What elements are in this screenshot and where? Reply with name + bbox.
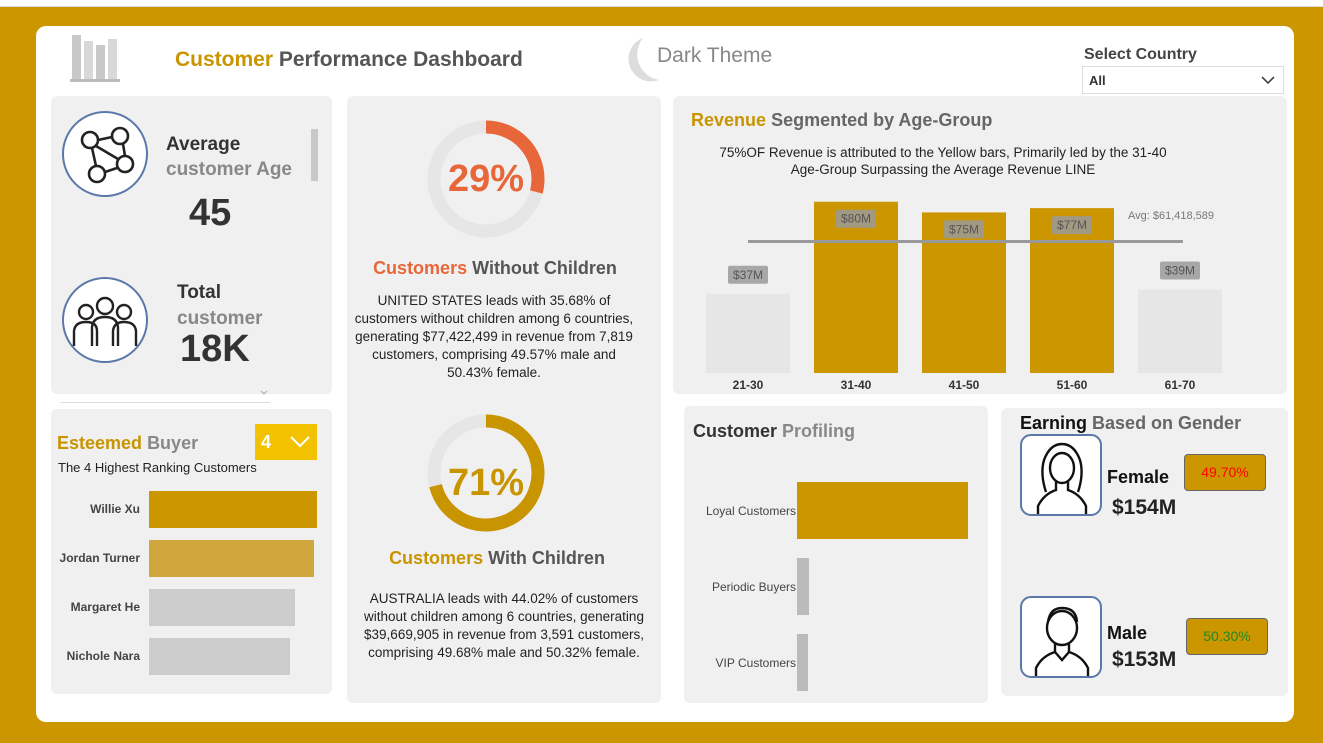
x-tick-label: 21-30 <box>733 378 764 392</box>
avg-age-label: Average <box>166 134 241 155</box>
top-n-value: 4 <box>261 432 272 452</box>
male-avatar-icon <box>1020 596 1102 678</box>
buyer-bar <box>149 638 291 675</box>
data-label-bg <box>836 209 876 228</box>
revenue-chart-card: Revenue Segmented by Age-Group 75%OF Rev… <box>673 96 1287 394</box>
total-customer-label: Total <box>177 282 221 303</box>
male-percent: 50.30% <box>1203 628 1251 644</box>
chevron-down-icon <box>290 436 310 448</box>
x-tick-label: 31-40 <box>841 378 872 392</box>
avg-age-value: 45 <box>189 192 232 234</box>
data-label: $80M <box>841 212 871 226</box>
with-children-percent: 71% <box>447 462 525 504</box>
x-tick-label: 51-60 <box>1057 378 1088 392</box>
revenue-chart-title: Revenue Segmented by Age-Group <box>691 110 993 130</box>
data-label-bg <box>944 220 984 239</box>
revenue-bar[interactable] <box>922 212 1006 373</box>
buyer-row[interactable]: Willie Xu <box>51 491 332 529</box>
female-percent-badge: 49.70% <box>1184 454 1266 491</box>
country-filter-label: Select Country <box>1084 46 1197 63</box>
network-people-icon <box>62 111 148 197</box>
theme-toggle[interactable]: Dark Theme <box>657 44 773 67</box>
with-children-text: AUSTRALIA leads with 44.02% of customers… <box>364 591 644 660</box>
without-children-text: UNITED STATES leads with 35.68% of custo… <box>354 293 634 380</box>
x-tick-label: 41-50 <box>949 378 980 392</box>
female-earning-value: $154M <box>1112 496 1177 519</box>
gender-title: Earning Based on Gender <box>1020 413 1242 433</box>
buyer-name: Jordan Turner <box>59 551 140 565</box>
male-earning-value: $153M <box>1112 648 1177 671</box>
esteemed-subtitle: The 4 Highest Ranking Customers <box>58 460 257 475</box>
average-line-label: Avg: $61,418,589 <box>1128 210 1215 222</box>
female-label: Female <box>1107 467 1170 487</box>
buyer-name: Willie Xu <box>90 502 140 516</box>
hidden-slicer[interactable] <box>60 388 270 403</box>
kpi-card: Average customer Age 45 Total customer 1… <box>51 96 332 394</box>
male-label: Male <box>1107 623 1148 643</box>
profile-label: Loyal Customers <box>705 504 796 518</box>
dashboard-canvas: Customer Performance Dashboard Dark Them… <box>36 26 1294 722</box>
esteemed-buyer-card: Esteemed Buyer 4 The 4 Highest Ranking C… <box>51 409 332 694</box>
revenue-chart-note: 75%OF Revenue is attributed to the Yello… <box>719 145 1167 177</box>
children-card: 29% Customers Without Children UNITED ST… <box>347 96 661 703</box>
data-label-bg <box>1160 261 1200 280</box>
kpi-divider <box>311 129 318 181</box>
profile-bar[interactable] <box>797 482 968 539</box>
buyer-name: Nichole Nara <box>66 649 140 663</box>
donut-without-children <box>427 120 545 238</box>
revenue-bar[interactable] <box>706 293 790 373</box>
revenue-bar[interactable] <box>1138 289 1222 373</box>
data-label: $39M <box>1165 263 1195 277</box>
revenue-bar[interactable] <box>814 201 898 373</box>
x-tick-label: 61-70 <box>1165 378 1196 392</box>
without-children-title: Customers Without Children <box>373 258 617 278</box>
avg-age-label-2: customer Age <box>166 159 292 180</box>
buyer-bar <box>149 589 296 626</box>
dashboard-logo-icon <box>70 35 120 82</box>
buyer-row[interactable]: Jordan Turner <box>51 540 332 578</box>
chevron-down-icon <box>1261 76 1275 85</box>
without-children-percent: 29% <box>447 158 525 200</box>
country-select-value: All <box>1089 73 1106 88</box>
profile-label: VIP Customers <box>715 656 796 670</box>
data-label-bg <box>728 265 768 284</box>
data-label: $37M <box>733 268 763 282</box>
data-label: $77M <box>1057 218 1087 232</box>
country-select[interactable]: All <box>1082 66 1284 94</box>
profile-bar[interactable] <box>797 558 809 615</box>
chevron-down-icon <box>260 390 268 395</box>
profile-bar[interactable] <box>797 634 808 691</box>
buyer-row[interactable]: Margaret He <box>51 589 332 627</box>
total-customer-label-2: customer <box>177 308 263 329</box>
buyer-bar <box>149 491 317 528</box>
top-n-selector[interactable]: 4 <box>255 424 317 460</box>
esteemed-title: Esteemed Buyer <box>57 433 199 453</box>
revenue-bar[interactable] <box>1030 208 1114 373</box>
profiling-title: Customer Profiling <box>693 421 856 441</box>
male-percent-badge: 50.30% <box>1186 618 1268 655</box>
buyer-row[interactable]: Nichole Nara <box>51 638 332 676</box>
buyer-bar <box>149 540 314 577</box>
revenue-bar-chart: $37M 21-30 $80M 31-40 $75M 41-50 $77M 51-60 $39M… <box>706 201 1222 392</box>
data-label: $75M <box>949 222 979 236</box>
moon-icon[interactable] <box>621 36 665 86</box>
female-percent: 49.70% <box>1201 464 1249 480</box>
profiling-bar-list: Loyal Customers Periodic Buyers VIP Custom… <box>684 454 988 694</box>
buyer-name: Margaret He <box>70 600 140 614</box>
profile-label: Periodic Buyers <box>711 580 796 594</box>
donut-with-children <box>427 414 545 532</box>
group-people-icon <box>62 277 148 363</box>
total-customer-value: 18K <box>180 328 250 370</box>
page-title: Customer Performance Dashboard <box>175 48 523 71</box>
with-children-title: Customers With Children <box>389 548 605 568</box>
gender-earning-card: Earning Based on Gender Female $154M 49.… <box>1001 408 1288 696</box>
customer-profiling-card: Customer Profiling Loyal Customers Period… <box>684 406 988 703</box>
data-label-bg <box>1052 216 1092 235</box>
top-menu-strip <box>0 0 1323 7</box>
female-avatar-icon <box>1020 434 1102 516</box>
